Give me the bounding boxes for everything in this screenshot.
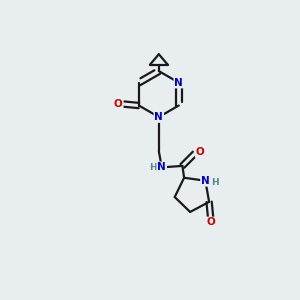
Text: H: H: [149, 163, 157, 172]
Text: N: N: [174, 78, 183, 88]
Text: N: N: [154, 112, 163, 122]
Text: O: O: [114, 99, 123, 109]
Text: N: N: [158, 162, 166, 172]
Text: N: N: [201, 176, 210, 186]
Text: H: H: [211, 178, 219, 187]
Text: O: O: [196, 147, 204, 157]
Text: O: O: [206, 218, 215, 227]
